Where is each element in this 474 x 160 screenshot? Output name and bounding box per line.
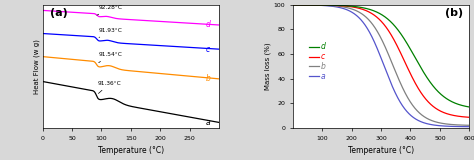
Text: a: a [206,118,210,127]
Text: a: a [321,72,326,81]
Text: c: c [321,52,325,61]
Y-axis label: Mass loss (%): Mass loss (%) [264,43,271,90]
Text: 91.54°C: 91.54°C [98,52,122,63]
Text: (b): (b) [445,8,463,19]
Text: 92.28°C: 92.28°C [97,5,123,15]
Text: b: b [206,74,211,83]
X-axis label: Temperature (°C): Temperature (°C) [98,146,164,155]
Text: c: c [206,45,210,54]
Text: d: d [206,20,211,29]
Y-axis label: Heat Flow (w g): Heat Flow (w g) [33,39,40,94]
X-axis label: Temperature (°C): Temperature (°C) [348,146,414,155]
Text: d: d [321,42,326,51]
Text: 91.93°C: 91.93°C [99,28,122,37]
Text: b: b [321,62,326,71]
Text: (a): (a) [50,8,67,19]
Text: 91.36°C: 91.36°C [98,81,122,93]
